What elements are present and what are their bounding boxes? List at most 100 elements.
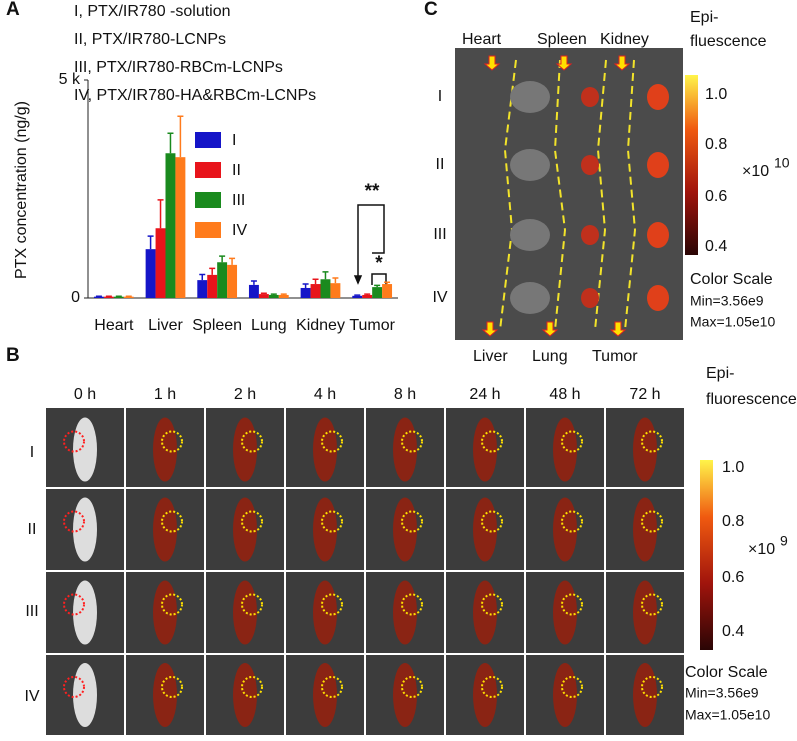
bar (258, 294, 269, 298)
tumor-circle (561, 593, 583, 616)
error-bar (147, 235, 154, 250)
group-description: III, PTX/IR780-RBCm-LCNPs (74, 59, 283, 76)
organ (581, 87, 599, 107)
mouse (553, 580, 577, 645)
bar (362, 294, 373, 298)
arrow-icon (541, 321, 559, 337)
error-bar (302, 283, 309, 288)
multiplier: ×10 (748, 541, 775, 558)
error-bar (167, 132, 174, 154)
scale-min: Min=3.56e9 (690, 293, 764, 309)
colorbar-title: fluescence (690, 33, 767, 50)
x-tick-label: Spleen (192, 317, 242, 334)
mouse (73, 417, 97, 482)
colorbar-title: Epi- (690, 9, 718, 26)
tumor-circle (481, 676, 503, 698)
legend-label: II (232, 162, 241, 179)
mouse (553, 663, 577, 727)
bar (93, 296, 104, 298)
organ (647, 285, 669, 311)
organ-label: Kidney (600, 31, 649, 48)
tumor-circle (401, 510, 423, 533)
legend-swatch (195, 132, 221, 148)
mouse (633, 417, 657, 482)
tumor-circle (561, 430, 583, 453)
organ (510, 81, 550, 113)
tumor-circle (321, 593, 343, 616)
tumor-circle (63, 593, 85, 616)
colorbar-tick: 0.6 (722, 569, 744, 586)
mouse (153, 497, 177, 562)
error-bar (229, 257, 236, 265)
bar (207, 274, 218, 298)
time-label: 8 h (394, 386, 416, 403)
tumor-circle (241, 593, 263, 616)
colorbar-tick: 1.0 (705, 86, 727, 103)
time-label: 72 h (629, 386, 660, 403)
group-description: I, PTX/IR780 -solution (74, 3, 231, 20)
arrow-icon (555, 55, 573, 71)
error-bar (250, 280, 257, 285)
mouse (73, 663, 97, 727)
organ (510, 219, 550, 251)
bar (175, 157, 186, 298)
error-bar (219, 255, 226, 263)
tumor-circle (401, 430, 423, 453)
mouse (153, 580, 177, 645)
organ (647, 222, 669, 248)
bar (382, 284, 393, 298)
colorbar-tick: 0.4 (722, 623, 744, 640)
bar (352, 295, 363, 298)
row-label: I (30, 444, 34, 461)
tumor-circle (481, 510, 503, 533)
tumor-circle (641, 676, 663, 698)
scale-max: Max=1.05e10 (685, 707, 770, 723)
error-bar (322, 271, 329, 280)
significance: * (375, 253, 383, 274)
organ-label: Lung (532, 348, 568, 365)
bar (278, 294, 289, 298)
arrow-icon (613, 55, 631, 71)
bar (123, 296, 134, 298)
bar (330, 283, 341, 298)
x-tick-label: Tumor (349, 317, 395, 334)
mouse (313, 417, 337, 482)
organ (510, 282, 550, 314)
bar (197, 280, 208, 298)
organ (647, 152, 669, 178)
mouse (473, 663, 497, 727)
mouse (473, 580, 497, 645)
tumor-circle (161, 676, 183, 698)
significance-brackets (353, 204, 387, 285)
mouse (633, 663, 657, 727)
organ (510, 149, 550, 181)
mouse (393, 663, 417, 727)
row-label: I (438, 88, 442, 105)
time-label: 2 h (234, 386, 256, 403)
legend-label: III (232, 192, 245, 209)
row-label: II (28, 521, 37, 538)
arrow-icon (481, 321, 499, 337)
error-bar (374, 284, 381, 288)
mouse (313, 497, 337, 562)
colorbar (685, 75, 698, 255)
tumor-circle (63, 430, 85, 453)
mouse (633, 497, 657, 562)
bar (103, 296, 114, 298)
colorbar (700, 460, 713, 650)
tumor-circle (161, 510, 183, 533)
organ-label: Heart (462, 31, 502, 48)
tumor-circle (641, 430, 663, 453)
panel-label: A (6, 0, 20, 20)
error-bar (157, 199, 164, 229)
mouse (393, 417, 417, 482)
error-bar (260, 292, 267, 295)
significance: ** (365, 181, 380, 202)
tumor-circle (561, 676, 583, 698)
error-bar (199, 273, 206, 281)
group-description: II, PTX/IR780-LCNPs (74, 31, 226, 48)
scale-min: Min=3.56e9 (685, 685, 759, 701)
tumor-circle (401, 593, 423, 616)
mouse (233, 663, 257, 727)
